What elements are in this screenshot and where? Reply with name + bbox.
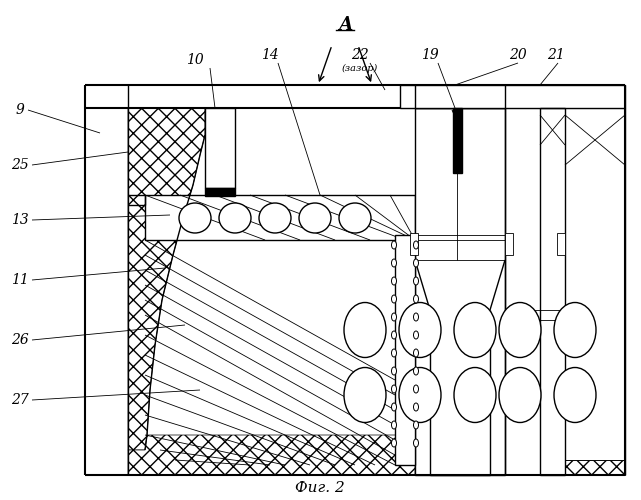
Ellipse shape [399, 368, 441, 422]
Text: А: А [338, 16, 353, 34]
Ellipse shape [413, 439, 419, 447]
Bar [557, 233, 565, 255]
Ellipse shape [413, 241, 419, 249]
Bar [145, 195, 415, 240]
Ellipse shape [454, 368, 496, 422]
Ellipse shape [392, 313, 397, 321]
Ellipse shape [392, 403, 397, 411]
Ellipse shape [392, 295, 397, 303]
Ellipse shape [392, 277, 397, 285]
Polygon shape [128, 435, 415, 475]
Ellipse shape [392, 241, 397, 249]
Bar [410, 233, 418, 255]
Bar [85, 85, 625, 475]
Bar [453, 108, 462, 173]
Bar [205, 188, 235, 196]
Ellipse shape [499, 368, 541, 422]
Ellipse shape [392, 331, 397, 339]
Ellipse shape [392, 367, 397, 375]
Polygon shape [565, 460, 625, 475]
Bar [395, 235, 415, 465]
Ellipse shape [413, 277, 419, 285]
Text: (зазор): (зазор) [342, 64, 378, 72]
Polygon shape [128, 108, 205, 450]
Text: 9: 9 [15, 103, 24, 117]
Ellipse shape [499, 302, 541, 358]
Text: 13: 13 [11, 213, 29, 227]
Ellipse shape [554, 302, 596, 358]
Text: 27: 27 [11, 393, 29, 407]
Text: 20: 20 [509, 48, 527, 62]
Ellipse shape [219, 203, 251, 233]
Ellipse shape [413, 367, 419, 375]
Ellipse shape [554, 368, 596, 422]
Ellipse shape [392, 385, 397, 393]
Text: Фиг. 2: Фиг. 2 [295, 481, 345, 495]
Ellipse shape [344, 302, 386, 358]
Bar [205, 108, 235, 188]
Ellipse shape [399, 302, 441, 358]
Ellipse shape [392, 421, 397, 429]
Ellipse shape [413, 385, 419, 393]
Ellipse shape [392, 349, 397, 357]
Ellipse shape [413, 349, 419, 357]
Ellipse shape [179, 203, 211, 233]
Ellipse shape [392, 259, 397, 267]
Text: 26: 26 [11, 333, 29, 347]
Ellipse shape [339, 203, 371, 233]
Ellipse shape [454, 302, 496, 358]
Ellipse shape [299, 203, 331, 233]
Text: 25: 25 [11, 158, 29, 172]
Bar [415, 108, 505, 475]
Bar [400, 85, 625, 108]
Ellipse shape [392, 439, 397, 447]
Text: 19: 19 [421, 48, 439, 62]
Ellipse shape [413, 403, 419, 411]
Text: 14: 14 [261, 48, 279, 62]
Ellipse shape [413, 259, 419, 267]
Ellipse shape [344, 368, 386, 422]
Ellipse shape [413, 313, 419, 321]
Ellipse shape [413, 331, 419, 339]
Text: 22: 22 [351, 48, 369, 62]
Bar [505, 233, 513, 255]
Text: 11: 11 [11, 273, 29, 287]
Ellipse shape [259, 203, 291, 233]
Bar [415, 85, 505, 108]
Ellipse shape [413, 421, 419, 429]
Ellipse shape [413, 295, 419, 303]
Text: 21: 21 [547, 48, 565, 62]
Text: 10: 10 [186, 53, 204, 67]
